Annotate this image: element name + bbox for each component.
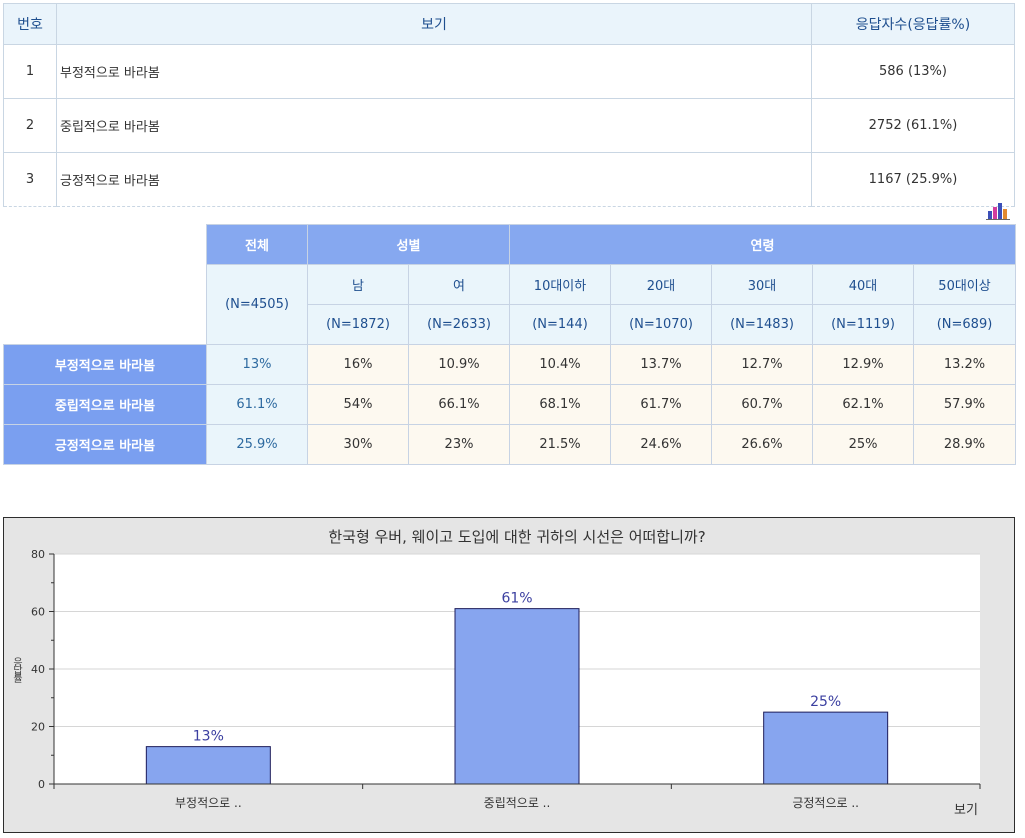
crosstab-row-label: 중립적으로 바라봄 — [3, 384, 207, 425]
x-tick-label: 중립적으로 .. — [484, 796, 551, 810]
row-option: 부정적으로 바라봄 — [56, 44, 812, 99]
y-axis-label: 응답률 — [11, 657, 23, 683]
crosstab-row-label: 긍정적으로 바라봄 — [3, 424, 207, 465]
crosstab-col-label: 여 — [407, 264, 511, 305]
col-header-option: 보기 — [56, 3, 812, 45]
crosstab-cell: 68.1% — [509, 384, 612, 425]
crosstab-cell: 12.7% — [711, 344, 814, 385]
bar — [454, 608, 580, 785]
table-row: 중립적으로 바라봄 61.1% 54% 66.1% 68.1% 61.7% 60… — [3, 384, 1017, 425]
crosstab-cell: 23% — [407, 424, 511, 465]
crosstab-cell: 66.1% — [407, 384, 511, 425]
row-count: 586 (13%) — [811, 44, 1015, 99]
crosstab-col-label: 30대 — [711, 264, 814, 305]
crosstab-total-cell: 25.9% — [206, 424, 308, 465]
table-row: 부정적으로 바라봄 13% 16% 10.9% 10.4% 13.7% 12.7… — [3, 344, 1017, 385]
y-tick-label: 20 — [31, 721, 45, 734]
table-row: 3 긍정적으로 바라봄 1167 (25.9%) — [3, 152, 1015, 207]
crosstab-col-label: 40대 — [812, 264, 915, 305]
crosstab-total-cell: 61.1% — [206, 384, 308, 425]
crosstab-cell: 13.2% — [913, 344, 1017, 385]
crosstab-cell: 62.1% — [812, 384, 915, 425]
col-header-count: 응답자수(응답률%) — [811, 3, 1015, 45]
crosstab-cell: 60.7% — [711, 384, 814, 425]
bar-data-label: 61% — [501, 591, 532, 607]
row-count: 1167 (25.9%) — [811, 152, 1015, 207]
bar-chart-icon[interactable] — [986, 202, 1010, 220]
crosstab-cell: 24.6% — [610, 424, 713, 465]
chart-title: 한국형 우버, 웨이고 도입에 대한 귀하의 시선은 어떠합니까? — [328, 528, 705, 546]
crosstab-cell: 61.7% — [610, 384, 713, 425]
crosstab-cell: 28.9% — [913, 424, 1017, 465]
row-no: 2 — [3, 98, 57, 153]
crosstab-cell: 21.5% — [509, 424, 612, 465]
crosstab-cell: 13.7% — [610, 344, 713, 385]
crosstab-cell: 10.4% — [509, 344, 612, 385]
bar — [763, 711, 889, 785]
crosstab-col-n: (N=2633) — [407, 304, 511, 345]
crosstab-cell: 12.9% — [812, 344, 915, 385]
crosstab-cell: 57.9% — [913, 384, 1017, 425]
x-axis-label: 보기 — [954, 803, 978, 818]
crosstab-table: 전체 성별 연령 (N=4505) 남 여 10대이하 20대 30대 40대 … — [3, 224, 1017, 465]
crosstab-col-n: (N=1119) — [812, 304, 915, 345]
crosstab-col-n: (N=1483) — [711, 304, 814, 345]
y-tick-label: 80 — [31, 548, 45, 561]
crosstab-col-n: (N=689) — [913, 304, 1017, 345]
col-header-no: 번호 — [3, 3, 57, 45]
y-tick-label: 60 — [31, 606, 45, 619]
bar-data-label: 13% — [193, 729, 224, 745]
crosstab-col-label: 50대이상 — [913, 264, 1017, 305]
row-option: 긍정적으로 바라봄 — [56, 152, 812, 207]
row-no: 1 — [3, 44, 57, 99]
bar-data-label: 25% — [810, 694, 841, 710]
crosstab-col-label: 20대 — [610, 264, 713, 305]
crosstab-group-gender: 성별 — [306, 224, 511, 265]
crosstab-cell: 16% — [307, 344, 409, 385]
table-row: 긍정적으로 바라봄 25.9% 30% 23% 21.5% 24.6% 26.6… — [3, 424, 1017, 465]
crosstab-col-n: (N=144) — [509, 304, 612, 345]
crosstab-group-age: 연령 — [509, 224, 1017, 265]
chart-canvas: 13% 61% 25% 0 20 40 60 80 부정적으로 .. 중립적으로 .. 긍정적으로… — [11, 528, 981, 818]
crosstab-total-n: (N=4505) — [206, 264, 308, 345]
crosstab-col-n: (N=1070) — [610, 304, 713, 345]
row-option: 중립적으로 바라봄 — [56, 98, 812, 153]
x-tick-label: 부정적으로 .. — [175, 796, 242, 810]
crosstab-cell: 54% — [307, 384, 409, 425]
y-tick-label: 40 — [31, 663, 45, 676]
table-header-row: 번호 보기 응답자수(응답률%) — [3, 3, 1015, 45]
crosstab-cell: 25% — [812, 424, 915, 465]
y-tick-label: 0 — [38, 778, 45, 791]
row-no: 3 — [3, 152, 57, 207]
row-count: 2752 (61.1%) — [811, 98, 1015, 153]
bar — [145, 746, 271, 785]
crosstab-col-n: (N=1872) — [307, 304, 409, 345]
crosstab-cell: 26.6% — [711, 424, 814, 465]
crosstab-cell: 10.9% — [407, 344, 511, 385]
crosstab-total-cell: 13% — [206, 344, 308, 385]
crosstab-col-label: 10대이하 — [509, 264, 612, 305]
crosstab-corner — [3, 224, 207, 345]
table-row: 2 중립적으로 바라봄 2752 (61.1%) — [3, 98, 1015, 153]
response-bar-chart: 13% 61% 25% 0 20 40 60 80 부정적으로 .. 중립적으로 .. 긍정적으로… — [3, 517, 1015, 833]
survey-result-table: 번호 보기 응답자수(응답률%) 1 부정적으로 바라봄 586 (13%) 2… — [3, 3, 1015, 207]
crosstab-col-label: 남 — [307, 264, 409, 305]
crosstab-row-label: 부정적으로 바라봄 — [3, 344, 207, 385]
crosstab-total-header: 전체 — [206, 224, 308, 265]
table-row: 1 부정적으로 바라봄 586 (13%) — [3, 44, 1015, 99]
x-tick-label: 긍정적으로 .. — [792, 796, 859, 810]
crosstab-cell: 30% — [307, 424, 409, 465]
